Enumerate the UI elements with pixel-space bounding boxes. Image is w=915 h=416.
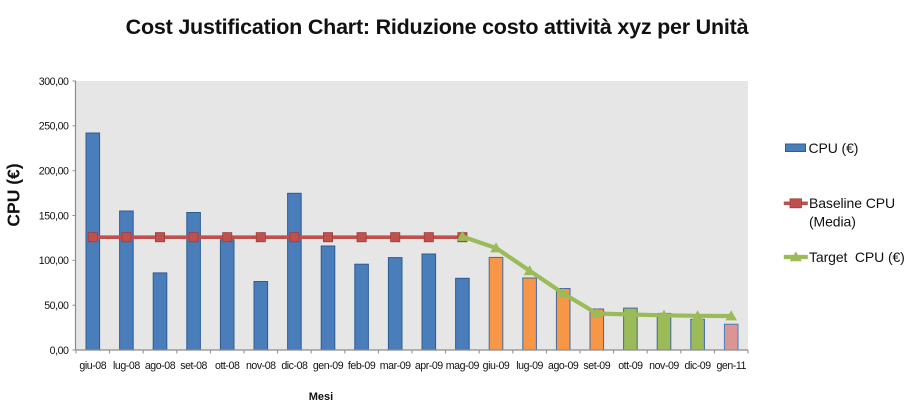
svg-text:100,00: 100,00 <box>39 255 69 267</box>
svg-text:feb-09: feb-09 <box>348 360 376 372</box>
svg-text:nov-09: nov-09 <box>649 360 679 372</box>
svg-text:ott-09: ott-09 <box>618 360 643 372</box>
svg-text:mag-09: mag-09 <box>446 360 480 372</box>
svg-text:nov-08: nov-08 <box>246 360 276 372</box>
svg-text:ago-09: ago-09 <box>548 360 579 372</box>
svg-text:Baseline CPU: Baseline CPU <box>809 195 895 211</box>
svg-text:ott-08: ott-08 <box>215 360 240 372</box>
svg-text:gen-11: gen-11 <box>716 360 746 372</box>
svg-text:Target CPU (€): Target CPU (€) <box>809 249 905 265</box>
svg-text:giu-08: giu-08 <box>79 360 106 372</box>
svg-text:Mesi: Mesi <box>309 391 333 403</box>
svg-text:50,00: 50,00 <box>44 300 69 312</box>
svg-text:150,00: 150,00 <box>39 210 69 222</box>
svg-text:CPU (€): CPU (€) <box>4 163 24 226</box>
svg-text:lug-08: lug-08 <box>113 360 140 372</box>
svg-text:250,00: 250,00 <box>39 121 69 133</box>
svg-text:set-09: set-09 <box>583 360 610 372</box>
svg-text:giu-09: giu-09 <box>483 360 510 372</box>
svg-text:apr-09: apr-09 <box>415 360 443 372</box>
svg-text:gen-09: gen-09 <box>313 360 344 372</box>
svg-text:CPU (€): CPU (€) <box>809 140 859 156</box>
svg-text:lug-09: lug-09 <box>516 360 543 372</box>
svg-text:dic-08: dic-08 <box>281 360 308 372</box>
svg-text:300,00: 300,00 <box>39 76 69 88</box>
svg-text:(Media): (Media) <box>809 214 856 230</box>
svg-text:0,00: 0,00 <box>50 345 69 357</box>
svg-text:200,00: 200,00 <box>39 166 69 178</box>
svg-text:Cost Justification Chart: Ridu: Cost Justification Chart: Riduzione cost… <box>126 15 750 39</box>
svg-text:dic-09: dic-09 <box>685 360 712 372</box>
svg-text:mar-09: mar-09 <box>380 360 411 372</box>
svg-text:ago-08: ago-08 <box>145 360 176 372</box>
svg-text:set-08: set-08 <box>180 360 207 372</box>
